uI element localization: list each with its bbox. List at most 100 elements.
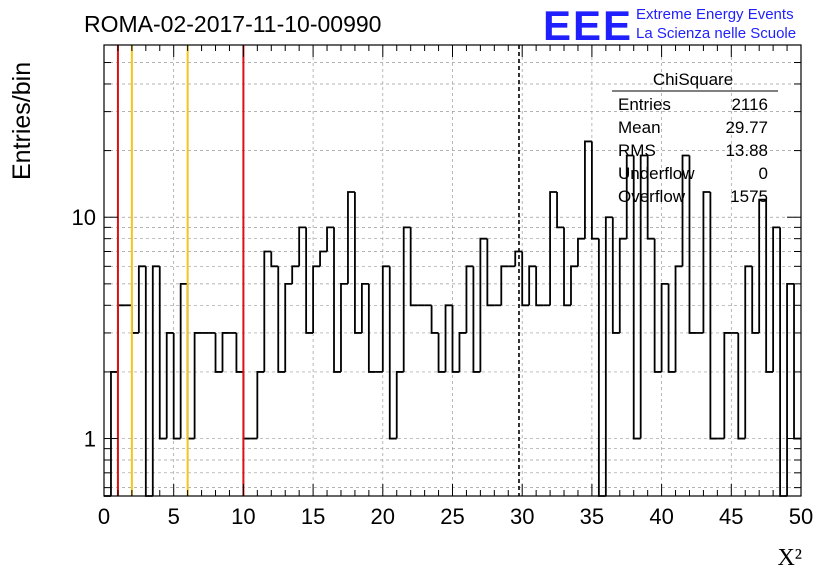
histogram-bin	[333, 227, 341, 373]
histogram-bin	[430, 305, 439, 334]
histogram-bin	[291, 265, 300, 284]
histogram-bin	[772, 226, 781, 372]
stats-label-mean: Mean	[618, 118, 661, 137]
stats-value-mean: 29.77	[725, 118, 768, 137]
histogram-bin	[214, 332, 223, 373]
project-name: Extreme Energy Events	[636, 6, 794, 23]
histogram-bin	[381, 265, 390, 372]
histogram-bin	[263, 250, 272, 372]
histogram-bin	[632, 155, 641, 440]
y-tick-label: 10	[72, 205, 96, 230]
stats-value-rms: 13.88	[725, 141, 768, 160]
x-tick-label: 5	[168, 504, 180, 529]
x-tick-label: 45	[719, 504, 743, 529]
histogram-bin	[723, 332, 732, 439]
histogram-bin	[618, 237, 627, 333]
histogram-bin	[744, 265, 753, 439]
axis-ticks: 0 5 10 15 20 25 30 35 40 45 50 1 10	[72, 45, 813, 529]
histogram-bin	[660, 282, 669, 372]
x-tick-label: 15	[301, 504, 325, 529]
stats-label-overflow: Overflow	[618, 187, 686, 206]
histogram-bin	[137, 265, 146, 333]
stats-box-title: ChiSquare	[653, 70, 733, 89]
x-tick-label: 40	[649, 504, 673, 529]
histogram-bin	[611, 217, 620, 334]
project-subtitle: La Scienza nelle Scuole	[636, 25, 796, 42]
eee-logo: EEE	[543, 2, 633, 49]
histogram-bin	[256, 371, 265, 439]
histogram-bin	[451, 305, 460, 373]
histogram-bin	[688, 155, 697, 334]
histogram-bin	[528, 265, 537, 306]
histogram-bin	[639, 154, 648, 439]
histogram-bin	[312, 265, 321, 333]
x-tick-label: 25	[440, 504, 464, 529]
histogram-bin	[681, 154, 690, 267]
histogram-bin	[235, 332, 244, 373]
histogram-bin	[340, 282, 348, 372]
histogram-bin	[270, 251, 279, 268]
histogram-bin	[737, 332, 746, 440]
histogram-bin	[653, 238, 662, 373]
stats-value-entries: 2116	[731, 95, 768, 114]
x-tick-label: 30	[510, 504, 534, 529]
histogram-bin	[158, 266, 167, 440]
histogram-bin	[709, 192, 718, 440]
histogram-bin	[514, 250, 523, 267]
histogram-bin	[591, 141, 599, 240]
stats-label-underflow: Underflow	[618, 164, 695, 183]
x-axis-label: X²	[777, 545, 802, 571]
histogram-bin	[563, 227, 571, 307]
histogram-bin	[535, 266, 544, 307]
histogram-bin	[758, 198, 767, 333]
histogram-bin	[765, 199, 774, 373]
y-tick-label: 1	[84, 427, 96, 452]
histogram-bin	[597, 238, 606, 497]
histogram-bin	[117, 304, 125, 372]
histogram-bin	[360, 282, 369, 333]
histogram-bin	[465, 265, 474, 333]
histogram-bin	[549, 191, 558, 306]
histogram-bin	[388, 266, 397, 440]
histogram-bin	[172, 332, 181, 440]
marker-lines	[116, 45, 520, 496]
histogram-bin	[110, 371, 118, 496]
histogram-bin	[486, 238, 495, 307]
histogram-bin	[221, 332, 230, 372]
histogram-bin	[179, 282, 188, 439]
histogram-bin	[674, 265, 683, 372]
histogram-bin	[444, 304, 453, 372]
histogram-bin	[702, 191, 711, 333]
stats-value-overflow: 1575	[730, 187, 768, 206]
histogram-bin	[347, 191, 355, 284]
histogram-bin	[584, 140, 592, 239]
histogram-bin	[367, 283, 376, 373]
x-tick-label: 50	[789, 504, 813, 529]
histogram-bin	[151, 265, 160, 496]
histogram-bin	[242, 371, 251, 440]
histogram-bin	[277, 266, 286, 373]
histogram-bin	[556, 192, 565, 229]
histogram-bin	[646, 155, 655, 240]
chart-title: ROMA-02-2017-11-10-00990	[84, 11, 381, 37]
y-axis-label: Entries/bin	[8, 62, 36, 180]
histogram-bin	[409, 227, 418, 307]
histogram-bin	[395, 371, 404, 439]
histogram-bin	[472, 266, 481, 373]
histogram-bin	[402, 226, 411, 372]
histogram-bin	[284, 282, 293, 372]
histogram-bin	[458, 332, 467, 372]
histogram-bin	[751, 266, 760, 334]
histogram-bin	[793, 283, 801, 440]
histogram-bin	[305, 227, 314, 334]
histogram-bin	[193, 332, 202, 439]
stats-box: ChiSquare Entries 2116 Mean 29.77 RMS 13…	[612, 70, 778, 206]
histogram-bin	[354, 192, 362, 334]
histogram-bin	[786, 282, 795, 496]
stats-label-entries: Entries	[618, 95, 671, 114]
histogram-bin	[130, 305, 139, 334]
x-tick-label: 0	[98, 504, 110, 529]
histogram-bin	[186, 283, 195, 440]
x-tick-label: 35	[580, 504, 604, 529]
